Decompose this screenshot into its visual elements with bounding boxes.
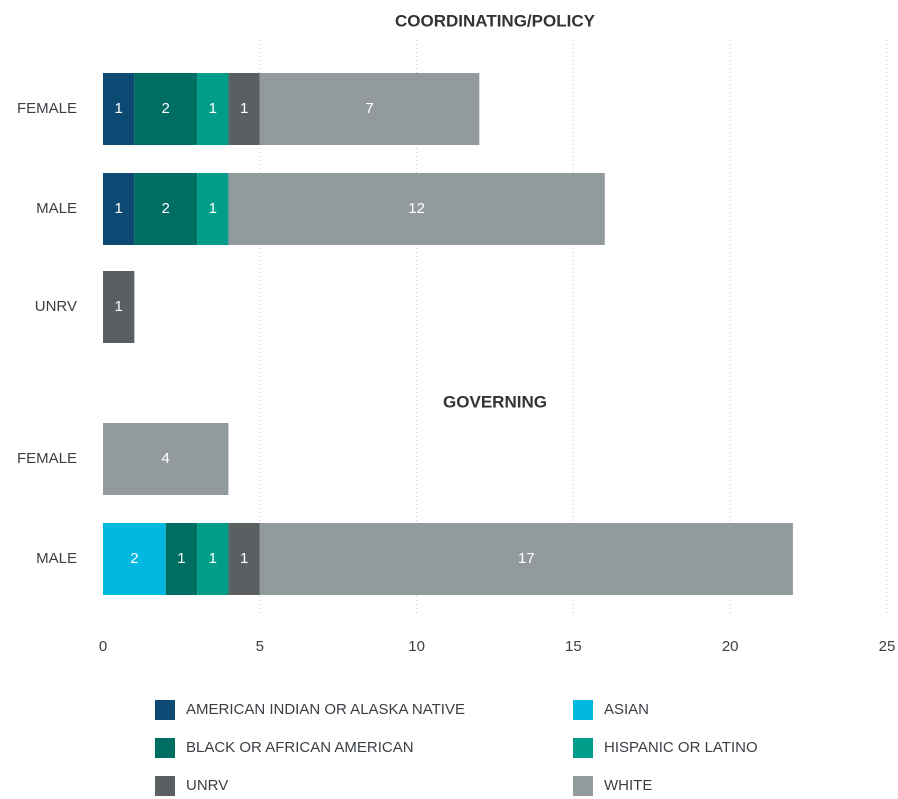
data-label: 4	[162, 450, 170, 467]
x-tick-label: 15	[565, 638, 582, 655]
data-label: 1	[240, 100, 248, 117]
legend-swatch	[155, 700, 175, 720]
data-label: 17	[518, 550, 535, 567]
data-label: 1	[209, 100, 217, 117]
data-label: 2	[162, 100, 170, 117]
data-label: 1	[115, 100, 123, 117]
bar-segment	[134, 173, 198, 245]
x-tick-label: 5	[256, 638, 264, 655]
bar-segment	[259, 523, 793, 595]
bar-segment	[259, 73, 480, 145]
bar-segment	[103, 73, 135, 145]
legend-label: ASIAN	[604, 701, 649, 718]
legend-swatch	[155, 776, 175, 796]
group-title: GOVERNING	[443, 392, 547, 411]
legend-label: HISPANIC OR LATINO	[604, 739, 758, 756]
bar-segment	[103, 173, 135, 245]
bar-segment	[197, 73, 229, 145]
x-tick-label: 20	[722, 638, 739, 655]
data-label: 1	[115, 298, 123, 315]
bar-segment	[134, 73, 198, 145]
bar-segment	[165, 523, 198, 595]
data-label: 1	[209, 550, 217, 567]
bar-segment	[228, 73, 260, 145]
x-tick-label: 10	[408, 638, 425, 655]
bar-segment	[103, 271, 135, 343]
data-label: 1	[115, 200, 123, 217]
bar-segment	[103, 523, 166, 595]
bar-segment	[103, 423, 229, 495]
legend-label: AMERICAN INDIAN OR ALASKA NATIVE	[186, 701, 465, 718]
legend-swatch	[573, 738, 593, 758]
data-label: 1	[240, 550, 248, 567]
data-label: 7	[365, 100, 373, 117]
y-tick-label: MALE	[36, 200, 77, 217]
y-tick-label: MALE	[36, 550, 77, 567]
legend-swatch	[573, 700, 593, 720]
bar-segment	[228, 523, 260, 595]
legend-swatch	[573, 776, 593, 796]
data-label: 2	[162, 200, 170, 217]
x-tick-label: 0	[99, 638, 107, 655]
legend-swatch	[155, 738, 175, 758]
data-label: 2	[130, 550, 138, 567]
y-tick-label: FEMALE	[17, 100, 77, 117]
bar-segment	[197, 523, 229, 595]
x-tick-label: 25	[879, 638, 896, 655]
bar-segment	[197, 173, 229, 245]
data-label: 1	[177, 550, 185, 567]
data-label: 1	[209, 200, 217, 217]
y-tick-label: FEMALE	[17, 450, 77, 467]
group-title: COORDINATING/POLICY	[395, 11, 596, 30]
data-label: 12	[408, 200, 425, 217]
legend-label: BLACK OR AFRICAN AMERICAN	[186, 739, 414, 756]
y-tick-label: UNRV	[35, 298, 77, 315]
legend-label: UNRV	[186, 777, 228, 794]
bar-segment	[228, 173, 605, 245]
legend-label: WHITE	[604, 777, 652, 794]
